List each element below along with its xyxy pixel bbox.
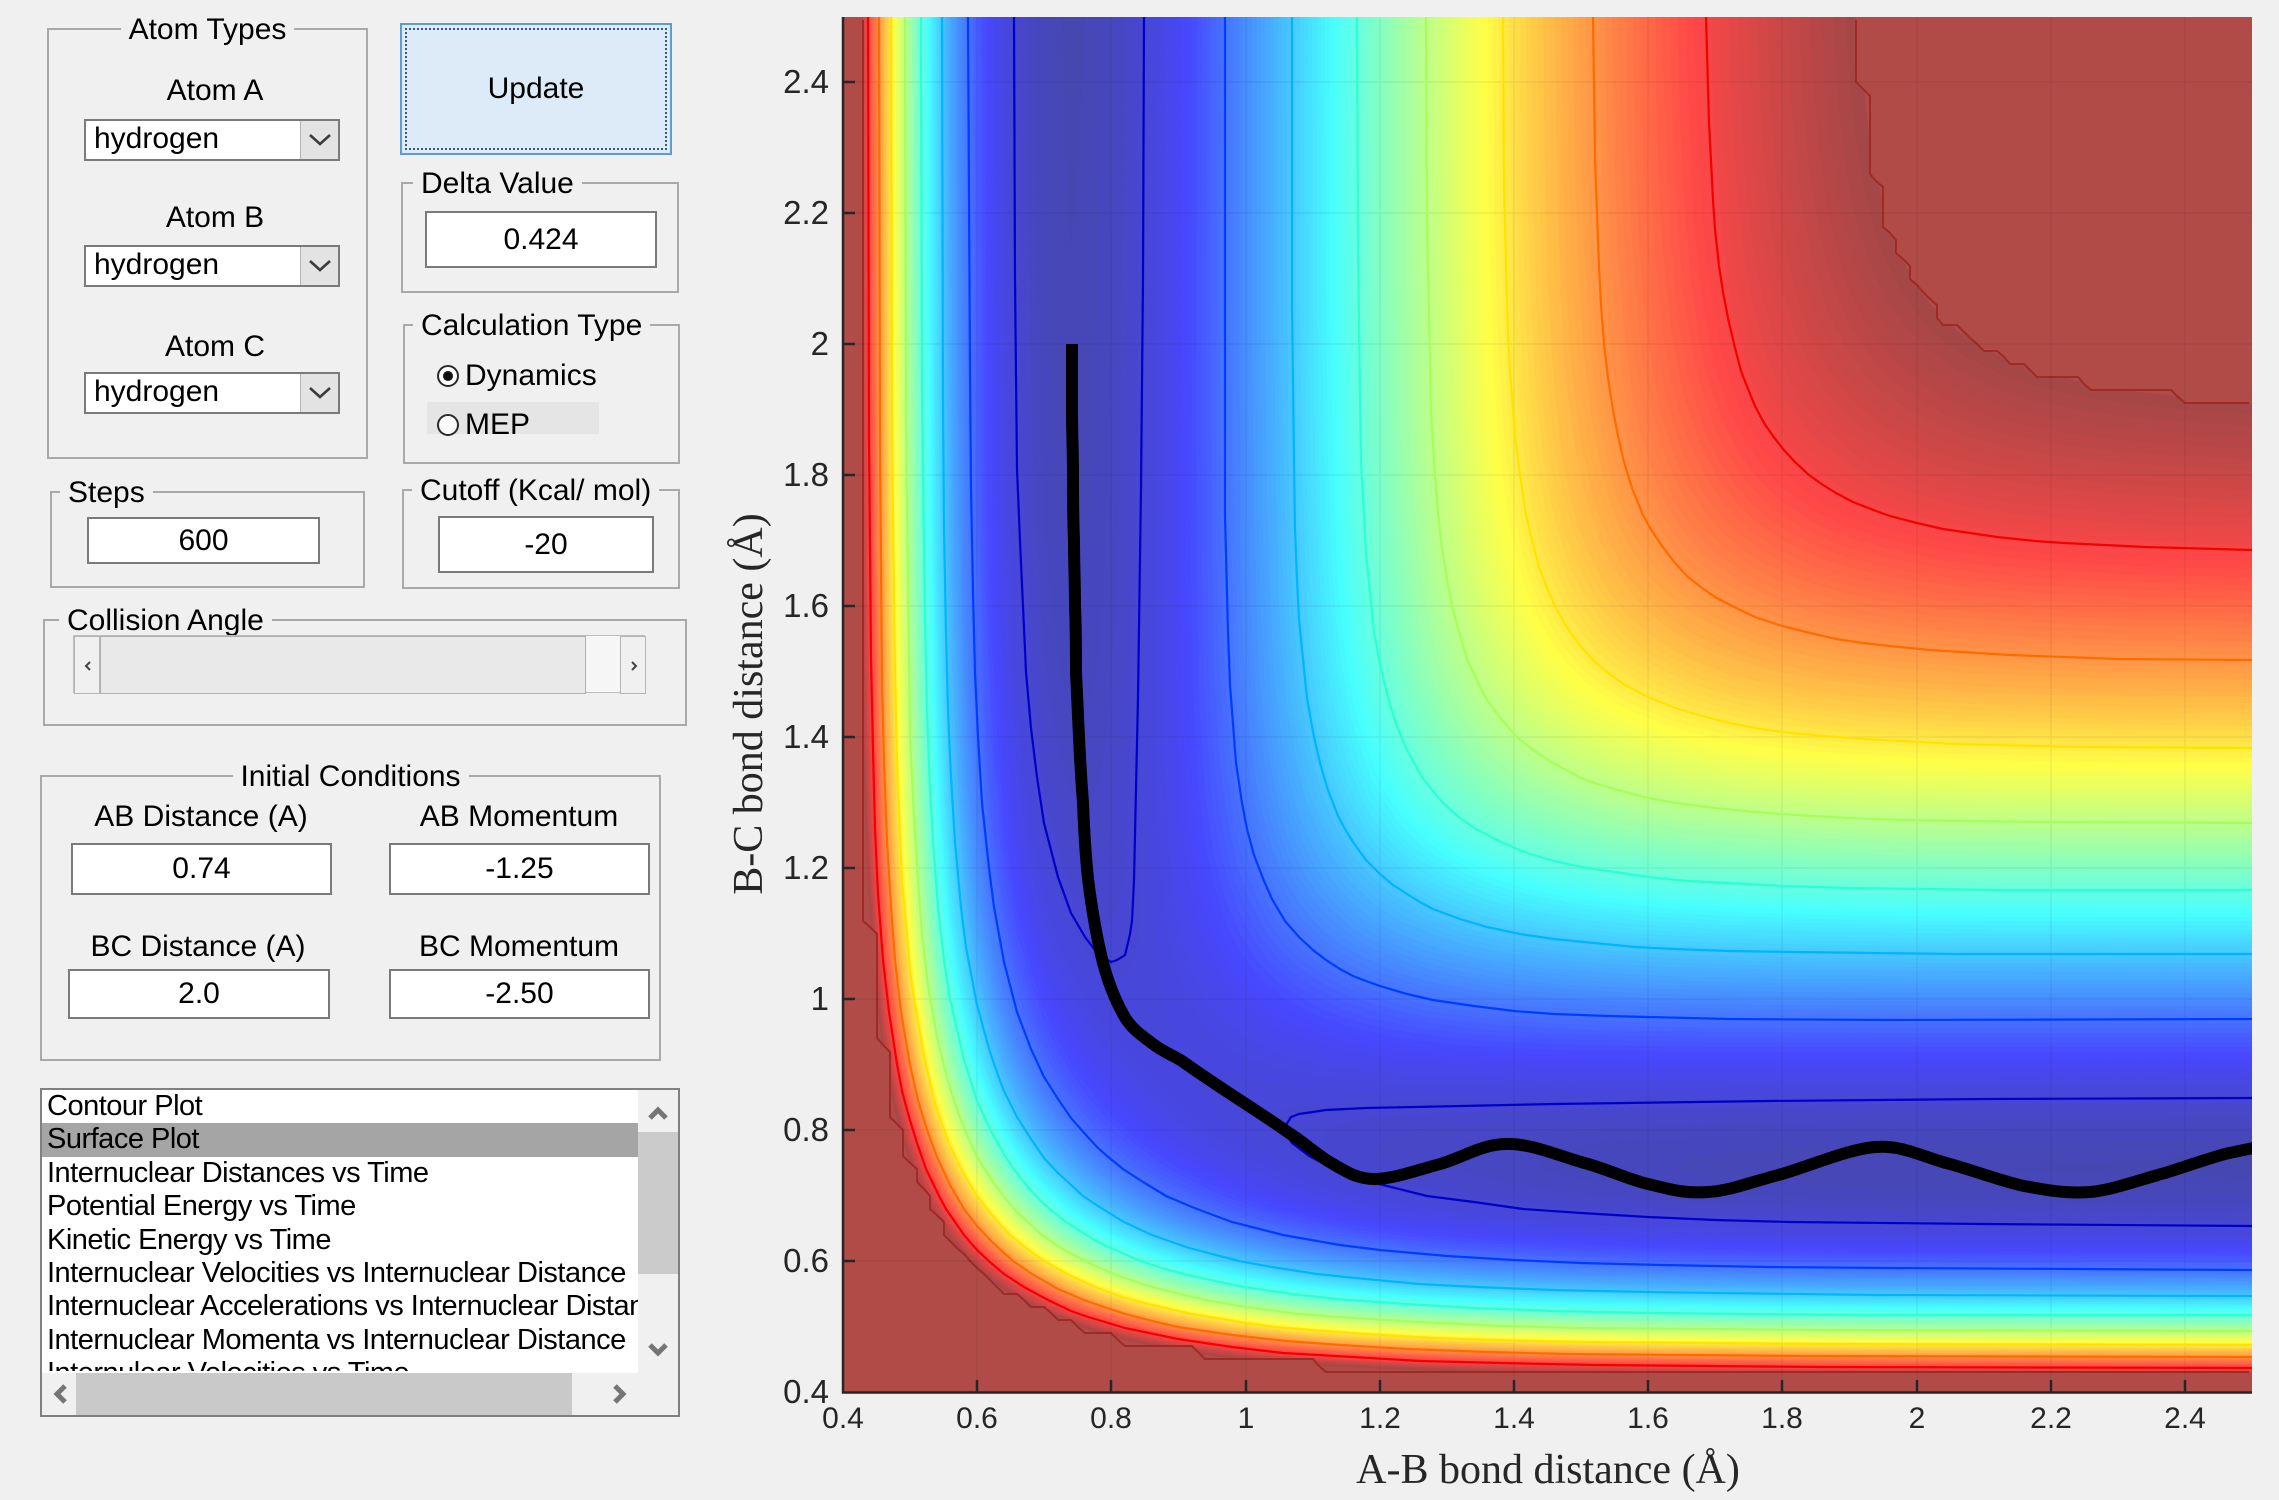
svg-text:1.8: 1.8 xyxy=(783,456,829,493)
svg-text:0.4: 0.4 xyxy=(783,1373,829,1410)
svg-text:2.2: 2.2 xyxy=(783,194,829,231)
svg-text:1.8: 1.8 xyxy=(1761,1402,1803,1435)
svg-text:0.6: 0.6 xyxy=(783,1242,829,1279)
svg-text:1: 1 xyxy=(1238,1402,1255,1435)
svg-text:1.4: 1.4 xyxy=(1493,1402,1535,1435)
svg-text:1: 1 xyxy=(811,980,829,1017)
svg-text:1.2: 1.2 xyxy=(1359,1402,1401,1435)
svg-text:0.8: 0.8 xyxy=(1090,1402,1132,1435)
svg-text:2.4: 2.4 xyxy=(783,63,829,100)
svg-text:1.6: 1.6 xyxy=(1627,1402,1669,1435)
svg-text:1.4: 1.4 xyxy=(783,718,829,755)
svg-text:0.6: 0.6 xyxy=(956,1402,998,1435)
svg-text:2.4: 2.4 xyxy=(2164,1402,2206,1435)
svg-text:2: 2 xyxy=(1909,1402,1926,1435)
svg-text:B-C bond distance (Å): B-C bond distance (Å) xyxy=(726,513,772,894)
svg-text:1.2: 1.2 xyxy=(783,849,829,886)
svg-text:0.4: 0.4 xyxy=(822,1402,864,1435)
svg-text:2: 2 xyxy=(811,325,829,362)
svg-text:0.8: 0.8 xyxy=(783,1111,829,1148)
svg-text:2.2: 2.2 xyxy=(2030,1402,2072,1435)
svg-text:A-B bond distance (Å): A-B bond distance (Å) xyxy=(1356,1447,1740,1493)
svg-text:1.6: 1.6 xyxy=(783,587,829,624)
